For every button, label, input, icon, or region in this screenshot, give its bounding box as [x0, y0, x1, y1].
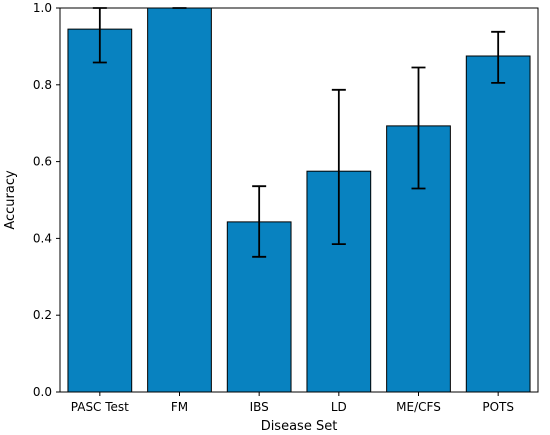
- y-tick-label-1: 0.2: [33, 308, 52, 322]
- x-tick-label-3: LD: [331, 400, 347, 414]
- x-tick-label-2: IBS: [250, 400, 269, 414]
- bar-5: [465, 55, 531, 393]
- error-bar-2: [252, 185, 267, 258]
- x-tick-label-0: PASC Test: [71, 400, 129, 414]
- x-tick-label-4: ME/CFS: [396, 400, 441, 414]
- y-axis: 0.0 0.2 0.4 0.6 0.8 1.0: [33, 1, 60, 399]
- y-axis-title: Accuracy: [3, 170, 18, 230]
- bars-group: [67, 7, 531, 393]
- y-tick-label-5: 1.0: [33, 1, 52, 15]
- x-tick-label-5: POTS: [482, 400, 514, 414]
- error-bar-4: [411, 66, 426, 190]
- y-tick-label-2: 0.4: [33, 231, 52, 245]
- bar-0: [67, 28, 133, 393]
- y-tick-label-0: 0.0: [33, 385, 52, 399]
- x-tick-label-1: FM: [171, 400, 188, 414]
- y-tick-label-4: 0.8: [33, 78, 52, 92]
- error-bar-3: [331, 88, 346, 246]
- x-axis: PASC Test FM IBS LD ME/CFS POTS: [71, 392, 514, 414]
- plot-frame: [59, 7, 539, 393]
- bar-1: [147, 7, 212, 393]
- y-tick-label-3: 0.6: [33, 155, 52, 169]
- error-bar-5: [491, 30, 506, 84]
- error-bars-group: [92, 7, 506, 258]
- x-axis-title: Disease Set: [261, 419, 338, 434]
